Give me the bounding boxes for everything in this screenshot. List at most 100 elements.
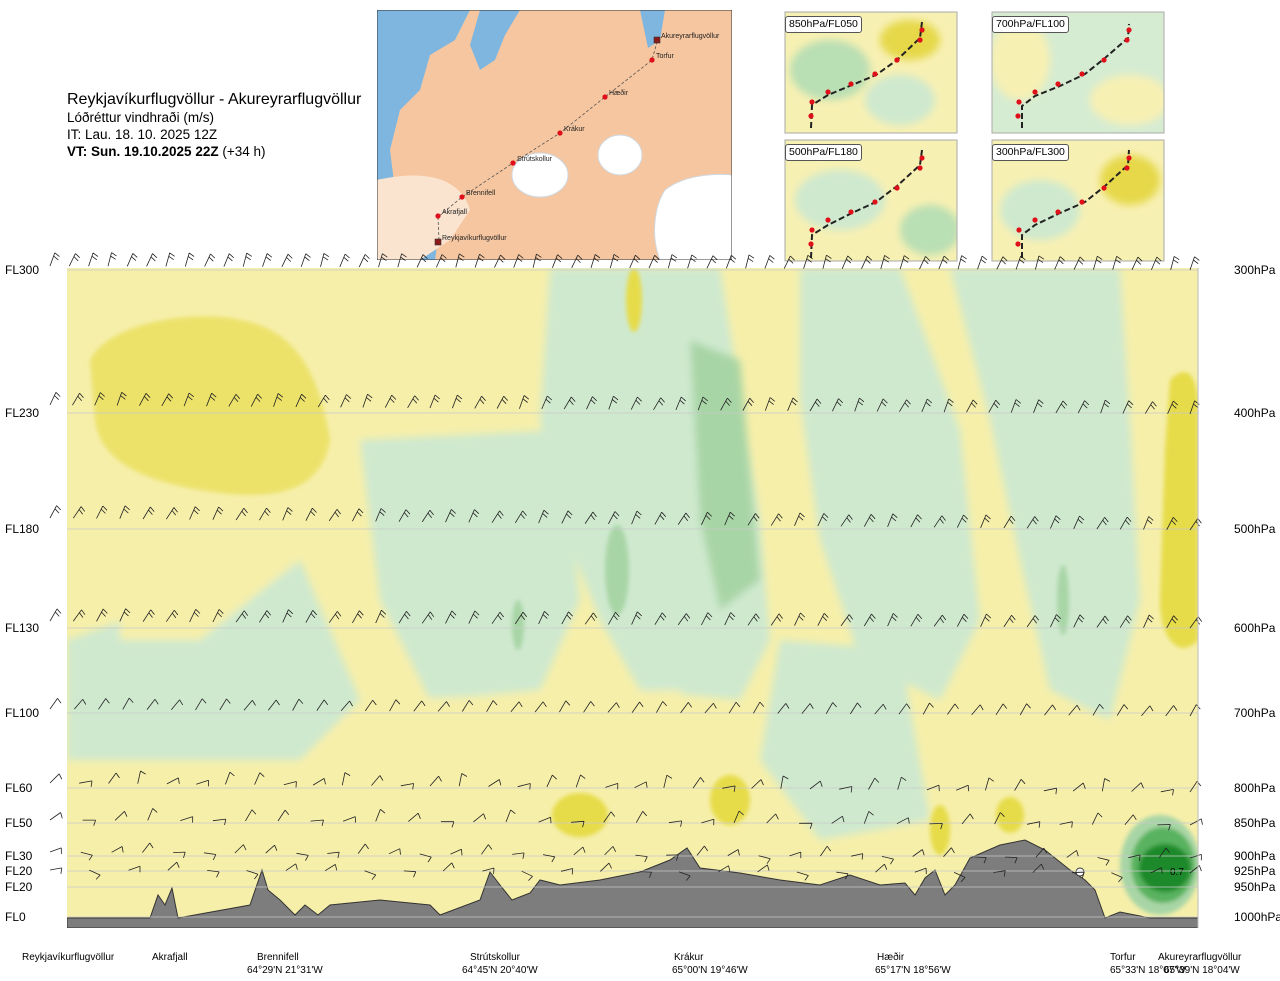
wind-barb [49, 867, 63, 874]
panel-label-700: 700hPa/FL100 [992, 16, 1069, 33]
wind-barb [634, 781, 648, 788]
wind-barb [753, 701, 765, 714]
wind-barb [245, 809, 257, 822]
wind-barb [922, 702, 934, 715]
wind-barb [165, 252, 175, 267]
wind-barb [898, 703, 911, 715]
wind-barb [796, 871, 809, 881]
wind-barb [398, 611, 411, 624]
wind-barb [635, 854, 648, 863]
wind-barb [988, 399, 1000, 413]
wind-barb [228, 394, 241, 407]
wind-barb [49, 698, 62, 710]
wind-barb [436, 254, 447, 268]
wind-barb [680, 702, 693, 714]
wind-barb [863, 514, 876, 527]
pressure-label: 300hPa [1234, 263, 1276, 277]
map-station-label: Hæðir [609, 89, 629, 97]
lead-time: (+34 h) [222, 144, 266, 159]
wind-barb [666, 854, 679, 861]
panel-route-dot [919, 155, 925, 161]
wind-barb [538, 611, 550, 625]
wind-barb [745, 254, 755, 269]
panel-route-dot [808, 113, 814, 119]
wind-barb [538, 816, 552, 824]
wind-barb [98, 698, 110, 710]
wind-barb [822, 254, 832, 269]
upper-ascent-far-east [950, 268, 1140, 720]
wind-barb [1032, 863, 1045, 873]
wind-barb [933, 515, 946, 528]
wind-barb [49, 812, 63, 821]
flight-level-label: FL60 [5, 781, 33, 795]
wind-barb [324, 864, 338, 872]
wind-barb [300, 253, 311, 268]
wind-barb [474, 395, 486, 409]
wind-barb [863, 613, 876, 627]
wind-barb [79, 780, 93, 787]
wind-barb [491, 510, 504, 523]
pressure-label: 900hPa [1234, 849, 1276, 863]
wind-barb [416, 254, 428, 268]
wind-barb [107, 252, 117, 267]
wind-barb [728, 701, 741, 714]
panel-route-dot [825, 89, 831, 95]
wind-barb [510, 701, 523, 713]
wind-barb [88, 252, 99, 267]
wind-barb [327, 851, 340, 859]
wind-barb [1072, 782, 1086, 792]
location-map: Akureyrarflugvöllur Torfur Hæðir Krákur Strú… [377, 10, 732, 260]
wind-barb [514, 611, 528, 625]
wind-barb [809, 780, 823, 790]
wind-barb [450, 848, 463, 856]
route-point-name: Hæðir [877, 951, 905, 963]
wind-barb [667, 254, 678, 269]
panel-route-dot [1015, 241, 1021, 247]
wind-barb [1077, 400, 1090, 414]
pressure-label: 950hPa [1234, 880, 1276, 894]
wind-barb [840, 514, 853, 527]
wind-barb [49, 847, 62, 854]
panel-500hpa [785, 140, 957, 261]
map-station: Reykjavíkurflugvöllur [434, 235, 507, 246]
wind-barb [764, 255, 775, 269]
wind-barb [389, 699, 401, 712]
wind-barb [72, 392, 84, 406]
wind-barb [1073, 515, 1085, 529]
wind-barb [1189, 256, 1200, 271]
panel-route-dot [809, 227, 815, 233]
terrain-profile [67, 839, 1198, 928]
wind-barb [254, 772, 265, 785]
wind-barb [575, 774, 586, 788]
flight-level-label: FL50 [5, 816, 33, 830]
wind-barb [801, 703, 814, 714]
pressure-label: 850hPa [1234, 816, 1276, 830]
pressure-label: 500hPa [1234, 522, 1276, 536]
wind-barb [108, 772, 120, 784]
wind-barb [517, 783, 531, 790]
wind-barb [1151, 256, 1162, 271]
panel-route-dot [1032, 89, 1038, 95]
wind-barb [496, 395, 509, 409]
wind-barb [212, 818, 227, 826]
wind-barb [654, 612, 667, 625]
wind-barb [437, 701, 450, 712]
wind-barb [996, 256, 1008, 270]
wind-barb [352, 610, 364, 624]
wind-barb [292, 698, 304, 711]
wind-barb [571, 820, 585, 828]
wind-barb [724, 511, 735, 526]
wind-barb [1026, 615, 1040, 628]
wind-barb [608, 612, 620, 625]
flight-level-label: FL130 [5, 621, 39, 635]
wind-barb [938, 255, 949, 270]
wind-barb [310, 819, 324, 826]
panel-route-dot [894, 57, 900, 63]
pressure-label: 800hPa [1234, 781, 1276, 795]
wind-barb [225, 771, 235, 785]
wind-barb [584, 612, 598, 625]
wind-barb [1050, 515, 1061, 529]
wind-barb [204, 852, 217, 861]
panel-route-dot [1079, 71, 1085, 77]
contour-label: 0.7 [1170, 867, 1184, 878]
